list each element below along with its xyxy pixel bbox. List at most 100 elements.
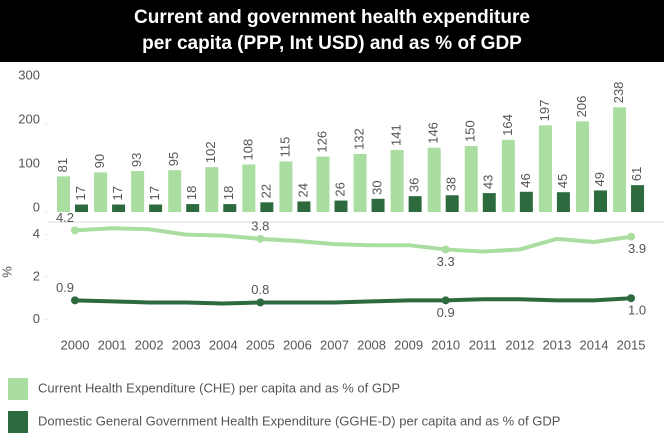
bar-value-label: 26 [332,182,347,196]
x-tick-label: 2003 [172,337,201,352]
bar [556,192,570,212]
bar-value-label: 132 [351,128,366,150]
bar-value-label: 102 [203,141,218,163]
bar [149,204,163,212]
y-tick-label: 0 [33,311,40,326]
y-tick-label: 100 [18,155,40,170]
bar-value-label: 38 [444,177,459,191]
bar [631,185,645,212]
bar [427,147,441,212]
bar-value-label: 141 [389,124,404,146]
bar [168,170,182,212]
x-tick-label: 2010 [431,337,460,352]
x-tick-label: 2014 [580,337,609,352]
chart-title: Current and government health expenditur… [0,0,664,62]
line [74,226,632,254]
point-value-label: 4.2 [56,210,74,225]
bar [482,193,496,212]
bar [464,146,478,212]
x-tick-label: 2001 [98,337,127,352]
bar [297,201,311,212]
bar [242,164,256,212]
bar [353,153,367,212]
y-tick-label: 4 [33,226,40,241]
x-tick-label: 2015 [617,337,646,352]
point [71,226,79,235]
y-tick-label: 0 [33,199,40,214]
bar [223,204,237,212]
bar [205,167,219,212]
legend-label: Domestic General Government Health Expen… [38,413,560,428]
bar [260,202,274,212]
bar-value-label: 17 [110,186,125,200]
bar-value-label: 164 [500,114,515,136]
x-tick-label: 2009 [394,337,423,352]
bar [519,191,533,212]
point-value-label: 0.9 [56,280,74,295]
bar-value-label: 150 [463,120,478,142]
bar [131,171,145,212]
x-tick-label: 2002 [135,337,164,352]
y-tick-label: 300 [18,67,40,82]
bar [445,195,459,212]
x-tick-label: 2006 [283,337,312,352]
x-tick-label: 2012 [505,337,534,352]
x-tick-label: 2011 [469,337,497,352]
bar [371,198,385,212]
x-tick-label: 2004 [209,337,238,352]
bar [57,176,70,212]
bar-value-label: 93 [129,153,144,167]
bar-value-label: 36 [407,178,422,192]
bar [279,161,293,212]
point [441,296,450,305]
point-value-label: 1.0 [628,303,646,318]
bar-value-label: 146 [426,122,441,144]
bar-value-label: 115 [277,137,292,158]
y-axis-label: % [0,266,14,278]
bar [613,107,627,212]
line [74,296,632,306]
bar [408,196,422,212]
bar [186,204,200,212]
point-value-label: 3.8 [251,218,269,233]
bar-value-label: 22 [258,184,273,198]
bar-value-label: 18 [184,186,199,200]
bar [501,139,515,212]
point-value-label: 0.9 [437,305,455,320]
legend-label: Current Health Expenditure (CHE) per cap… [38,380,400,395]
bar-value-label: 81 [55,158,70,172]
y-tick-label: 2 [33,268,40,283]
legend-swatch [8,411,28,433]
bar-value-label: 24 [295,183,310,197]
bar-value-label: 45 [555,174,570,188]
point [71,296,79,305]
bar-value-label: 18 [221,186,236,200]
bar-value-label: 30 [369,180,384,194]
bar-value-label: 206 [574,96,589,118]
bar-value-label: 197 [537,100,552,122]
bar [538,125,552,212]
point [627,232,636,241]
point [627,294,636,303]
bar-value-label: 126 [314,131,329,153]
bar-value-label: 108 [240,139,255,161]
bar-value-label: 46 [518,173,533,187]
bar-value-label: 17 [147,186,162,200]
point-value-label: 3.9 [628,241,646,256]
bar-value-label: 61 [629,167,644,181]
bar-value-label: 238 [611,82,626,104]
point [256,234,265,243]
point-value-label: 3.3 [437,254,455,269]
bar-value-label: 95 [166,152,181,166]
bar-value-label: 17 [73,186,88,200]
point [441,245,450,254]
bar [390,149,404,212]
point [256,298,265,307]
point-value-label: 0.8 [251,282,269,297]
bar-value-label: 43 [481,175,496,189]
bar [75,204,88,212]
x-tick-label: 2007 [320,337,349,352]
x-tick-label: 2008 [357,337,386,352]
legend-swatch [8,378,28,400]
bar [334,200,348,212]
